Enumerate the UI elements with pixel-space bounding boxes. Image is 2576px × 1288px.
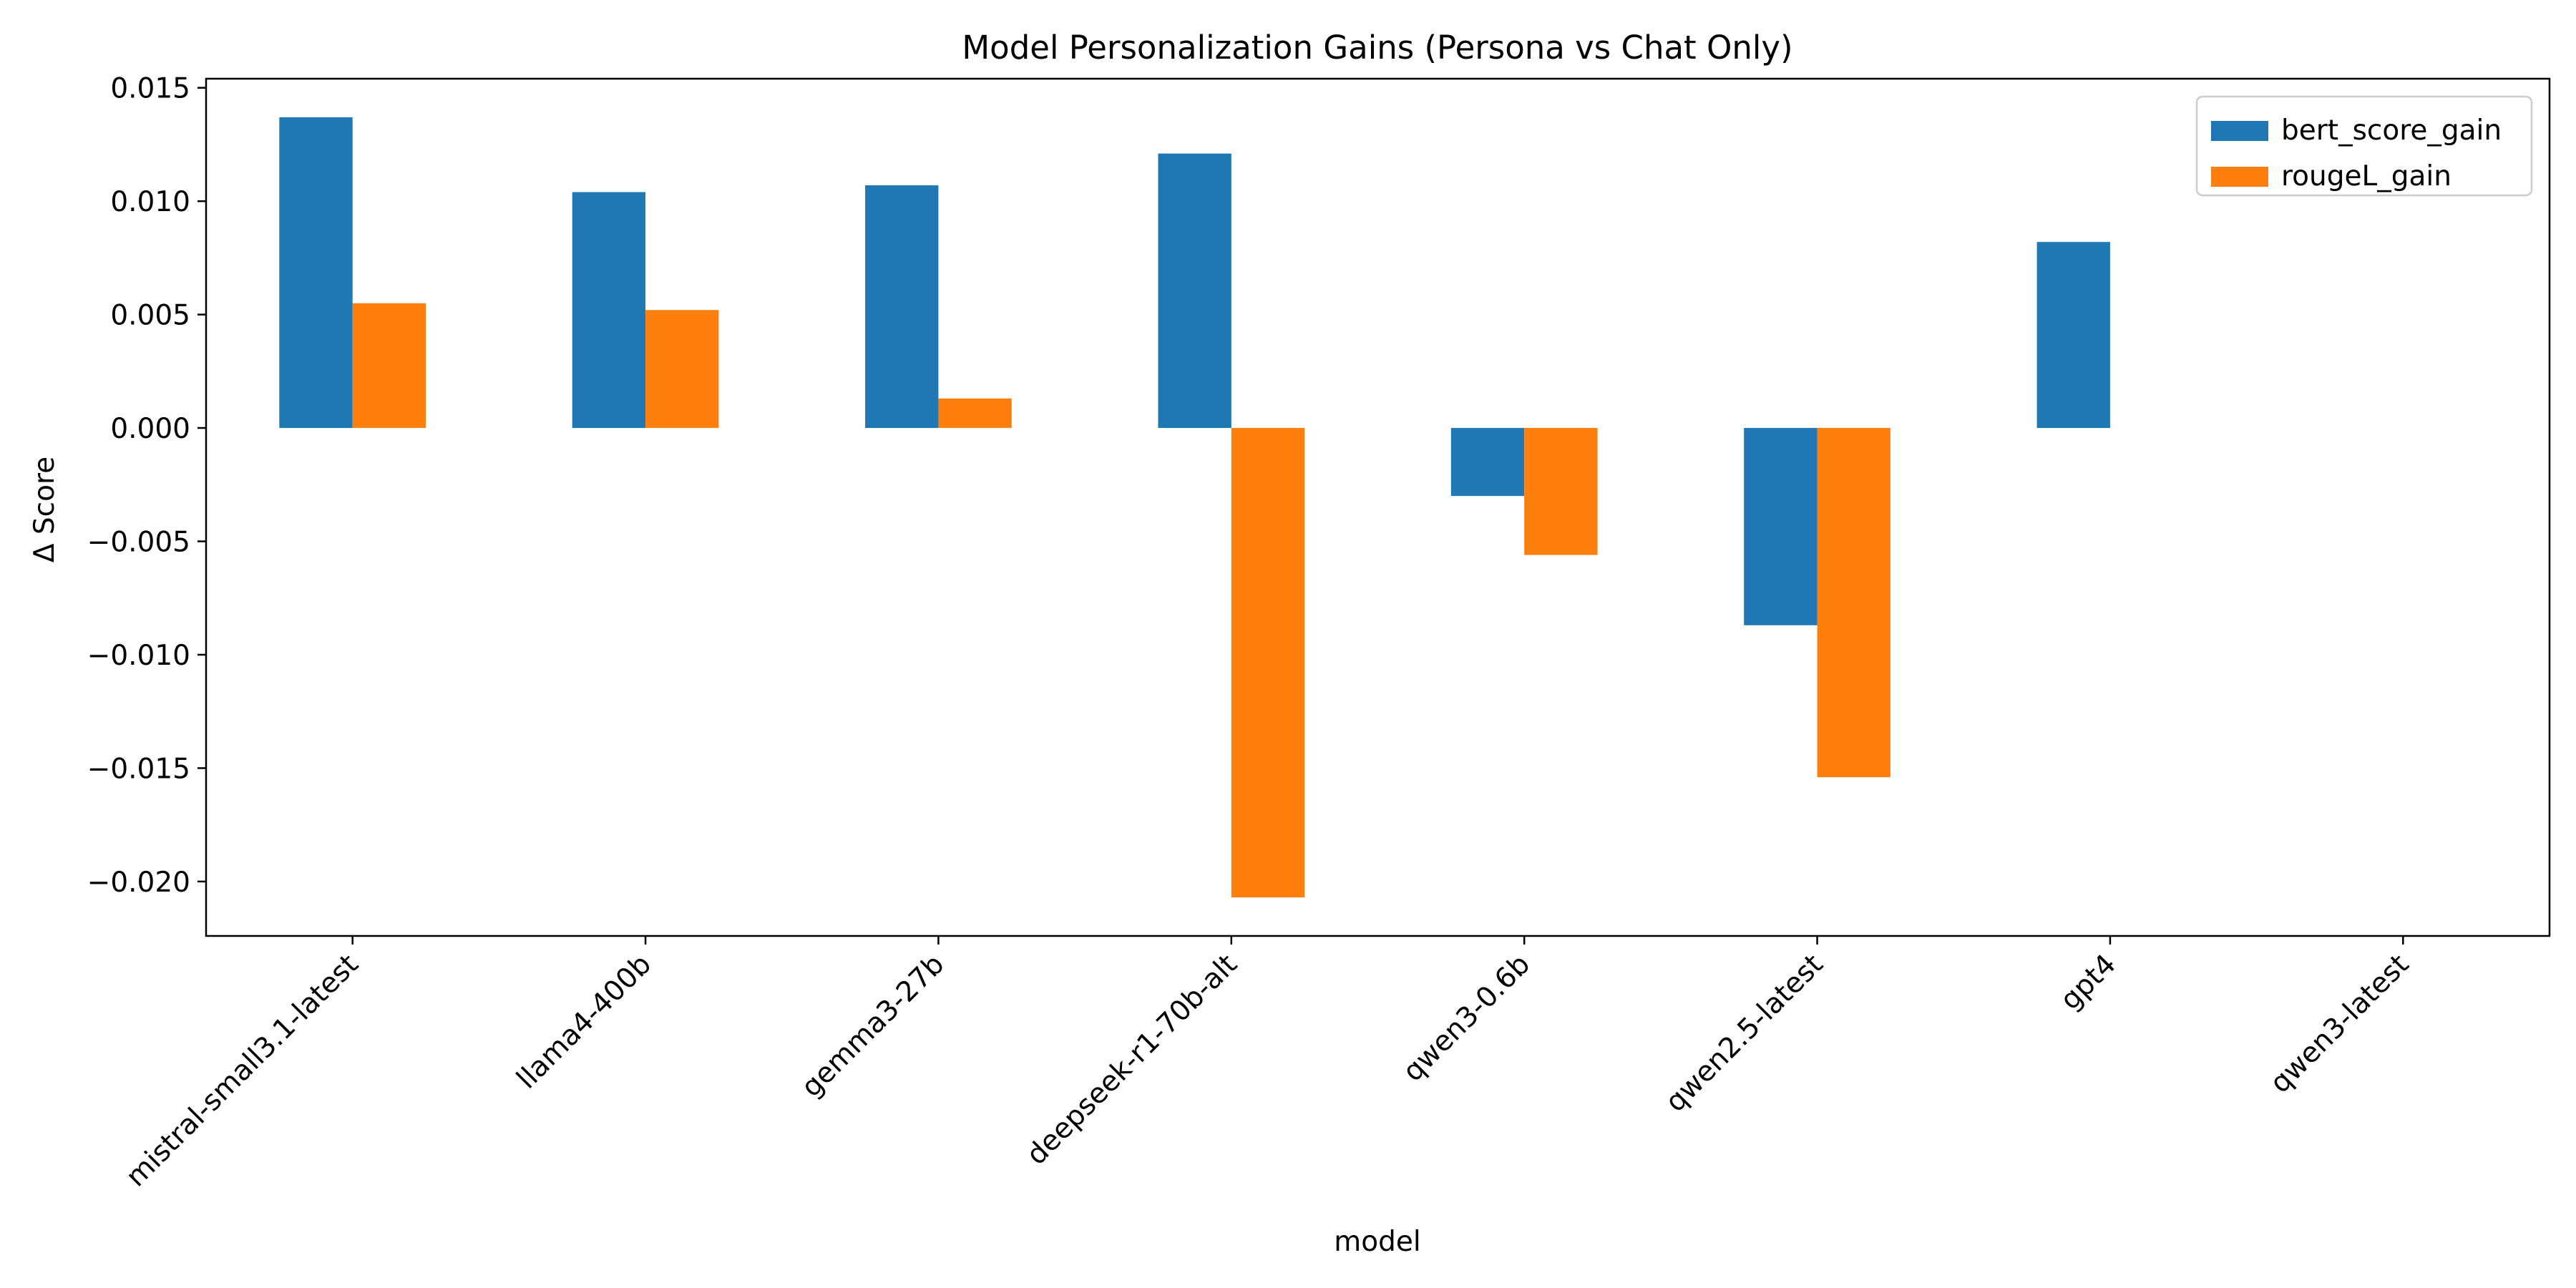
bar-rougeL_gain-qwen3-0.6b [1524, 428, 1598, 555]
chart-title: Model Personalization Gains (Persona vs … [962, 29, 1792, 67]
y-tick-label: −0.020 [87, 867, 190, 899]
bar-bert_score_gain-gpt4 [2036, 242, 2110, 429]
bar-rougeL_gain-gemma3-27b [938, 398, 1012, 429]
x-tick-label: gpt4 [2054, 948, 2122, 1016]
legend-label-bert_score_gain: bert_score_gain [2281, 114, 2502, 147]
y-tick-label: −0.010 [87, 640, 190, 672]
x-tick-label: llama4-400b [511, 948, 658, 1095]
y-tick-label: 0.015 [110, 73, 190, 105]
bar-bert_score_gain-llama4-400b [572, 192, 646, 429]
x-tick-label: qwen2.5-latest [1659, 948, 1830, 1118]
bar-rougeL_gain-qwen2.5-latest [1817, 428, 1890, 778]
legend-swatch-rougeL_gain [2211, 167, 2268, 187]
plot-area-frame [205, 77, 2551, 937]
x-tick-label: qwen3-latest [2264, 948, 2415, 1099]
bar-bert_score_gain-mistral-small3.1-latest [279, 117, 353, 429]
y-tick-label: −0.015 [87, 753, 190, 785]
y-tick-label: 0.005 [110, 300, 190, 332]
y-axis-label: Δ Score [29, 457, 61, 562]
legend-label-rougeL_gain: rougeL_gain [2281, 160, 2451, 192]
x-tick-label: mistral-small3.1-latest [120, 948, 365, 1193]
x-tick-label: qwen3-0.6b [1397, 948, 1536, 1088]
y-tick-label: −0.005 [87, 527, 190, 559]
bar-bert_score_gain-deepseek-r1-70b-alt [1158, 153, 1231, 429]
legend-box [2195, 95, 2533, 197]
y-tick-label: 0.010 [110, 186, 190, 218]
bar-bert_score_gain-qwen3-0.6b [1450, 428, 1525, 497]
bar-bert_score_gain-gemma3-27b [865, 185, 939, 429]
bar-rougeL_gain-llama4-400b [645, 310, 719, 429]
bar-bert_score_gain-qwen2.5-latest [1744, 428, 1818, 625]
x-tick-label: gemma3-27b [795, 948, 950, 1103]
bar-rougeL_gain-mistral-small3.1-latest [352, 303, 426, 429]
bar-rougeL_gain-deepseek-r1-70b-alt [1231, 428, 1305, 898]
legend-swatch-bert_score_gain [2211, 121, 2268, 141]
y-tick-label: 0.000 [110, 413, 190, 445]
x-tick-label: deepseek-r1-70b-alt [1020, 948, 1244, 1171]
x-axis-label: model [1334, 1226, 1420, 1258]
